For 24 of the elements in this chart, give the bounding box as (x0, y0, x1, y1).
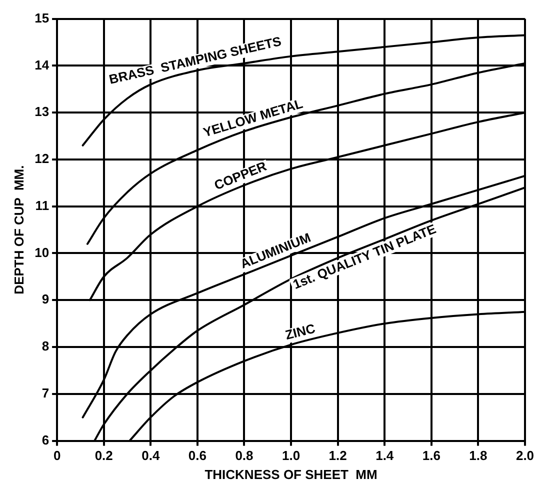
y-tick-label: 6 (42, 432, 50, 448)
y-tick-label: 7 (42, 385, 50, 400)
x-tick-label: 0.2 (94, 448, 113, 464)
y-tick-label: 9 (42, 292, 50, 307)
text: ZINC (284, 320, 318, 343)
x-tick-label: 0.8 (235, 448, 254, 464)
y-tick-label: 15 (34, 10, 50, 26)
x-tick-label: 1.2 (328, 448, 347, 464)
x-tick-label: 2.0 (516, 448, 534, 464)
x-tick-label: 1.8 (469, 448, 488, 464)
y-axis-title: DEPTH OF CUP MM. (11, 165, 26, 294)
y-tick-label: 10 (34, 244, 50, 260)
y-tick-label: 11 (35, 198, 50, 213)
x-tick-label: 0.4 (142, 448, 160, 464)
y-tick-label: 12 (34, 151, 50, 166)
x-tick-label: 0 (53, 448, 61, 464)
x-tick-label: 1.6 (422, 448, 440, 464)
x-tick-label: 0.6 (188, 448, 206, 464)
x-axis-title: THICKNESS OF SHEET MM (204, 466, 378, 482)
x-tick-label: 1.0 (282, 448, 300, 464)
y-tick-label: 8 (42, 338, 50, 354)
y-tick-label: 13 (34, 104, 50, 120)
y-tick-label: 14 (34, 57, 50, 72)
x-tick-label: 1.4 (376, 448, 394, 464)
